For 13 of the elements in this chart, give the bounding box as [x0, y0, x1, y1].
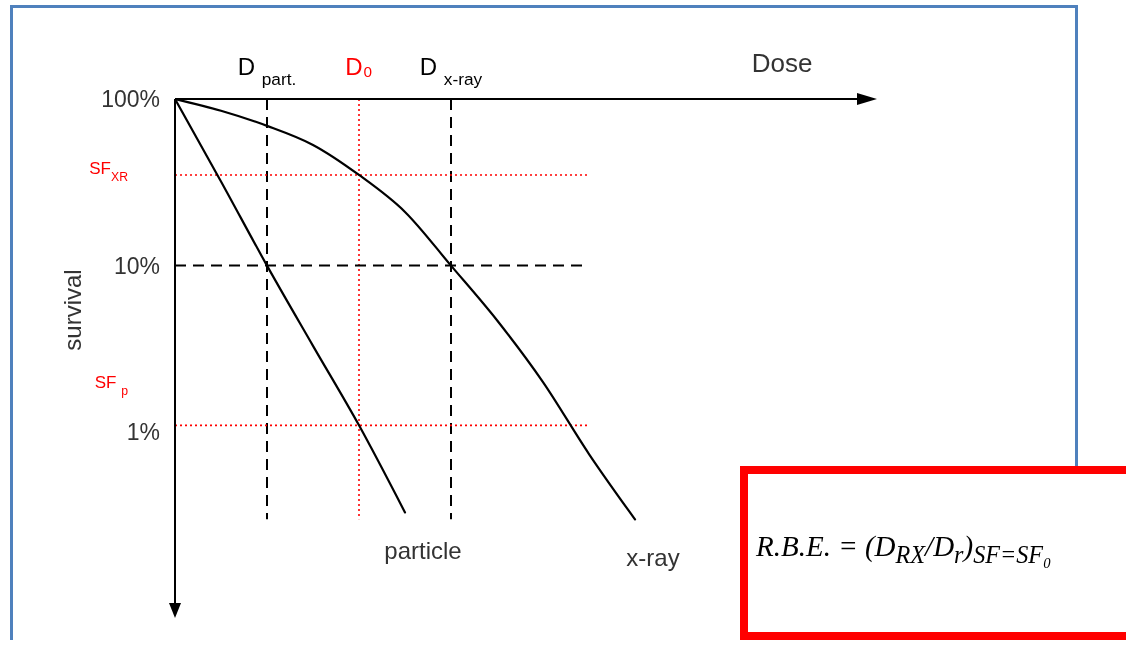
x-axis-title: Dose [751, 48, 813, 78]
series-label: particle [384, 537, 462, 565]
x-tick-label: D $_{x-ray}$ [419, 53, 483, 89]
x-tick-label: D₀ [345, 53, 373, 80]
y-tick-label: 1% [126, 419, 160, 446]
y-tick-label: 10% [113, 252, 160, 279]
y-tick-label: 100% [101, 86, 160, 112]
annotation: R.B.E. = (D$_{RX}$/D$_{r}$)$_{SF=SF₀}$ [756, 529, 1052, 570]
y-axis-title: survival [58, 269, 86, 351]
x-tick-label: D $_{part.}$ [237, 53, 297, 89]
series-label: x-ray [626, 544, 680, 572]
ref-line-label: SF $_{p}$ [94, 373, 129, 399]
ref-line-label: SF$_{XR}$ [89, 158, 129, 184]
